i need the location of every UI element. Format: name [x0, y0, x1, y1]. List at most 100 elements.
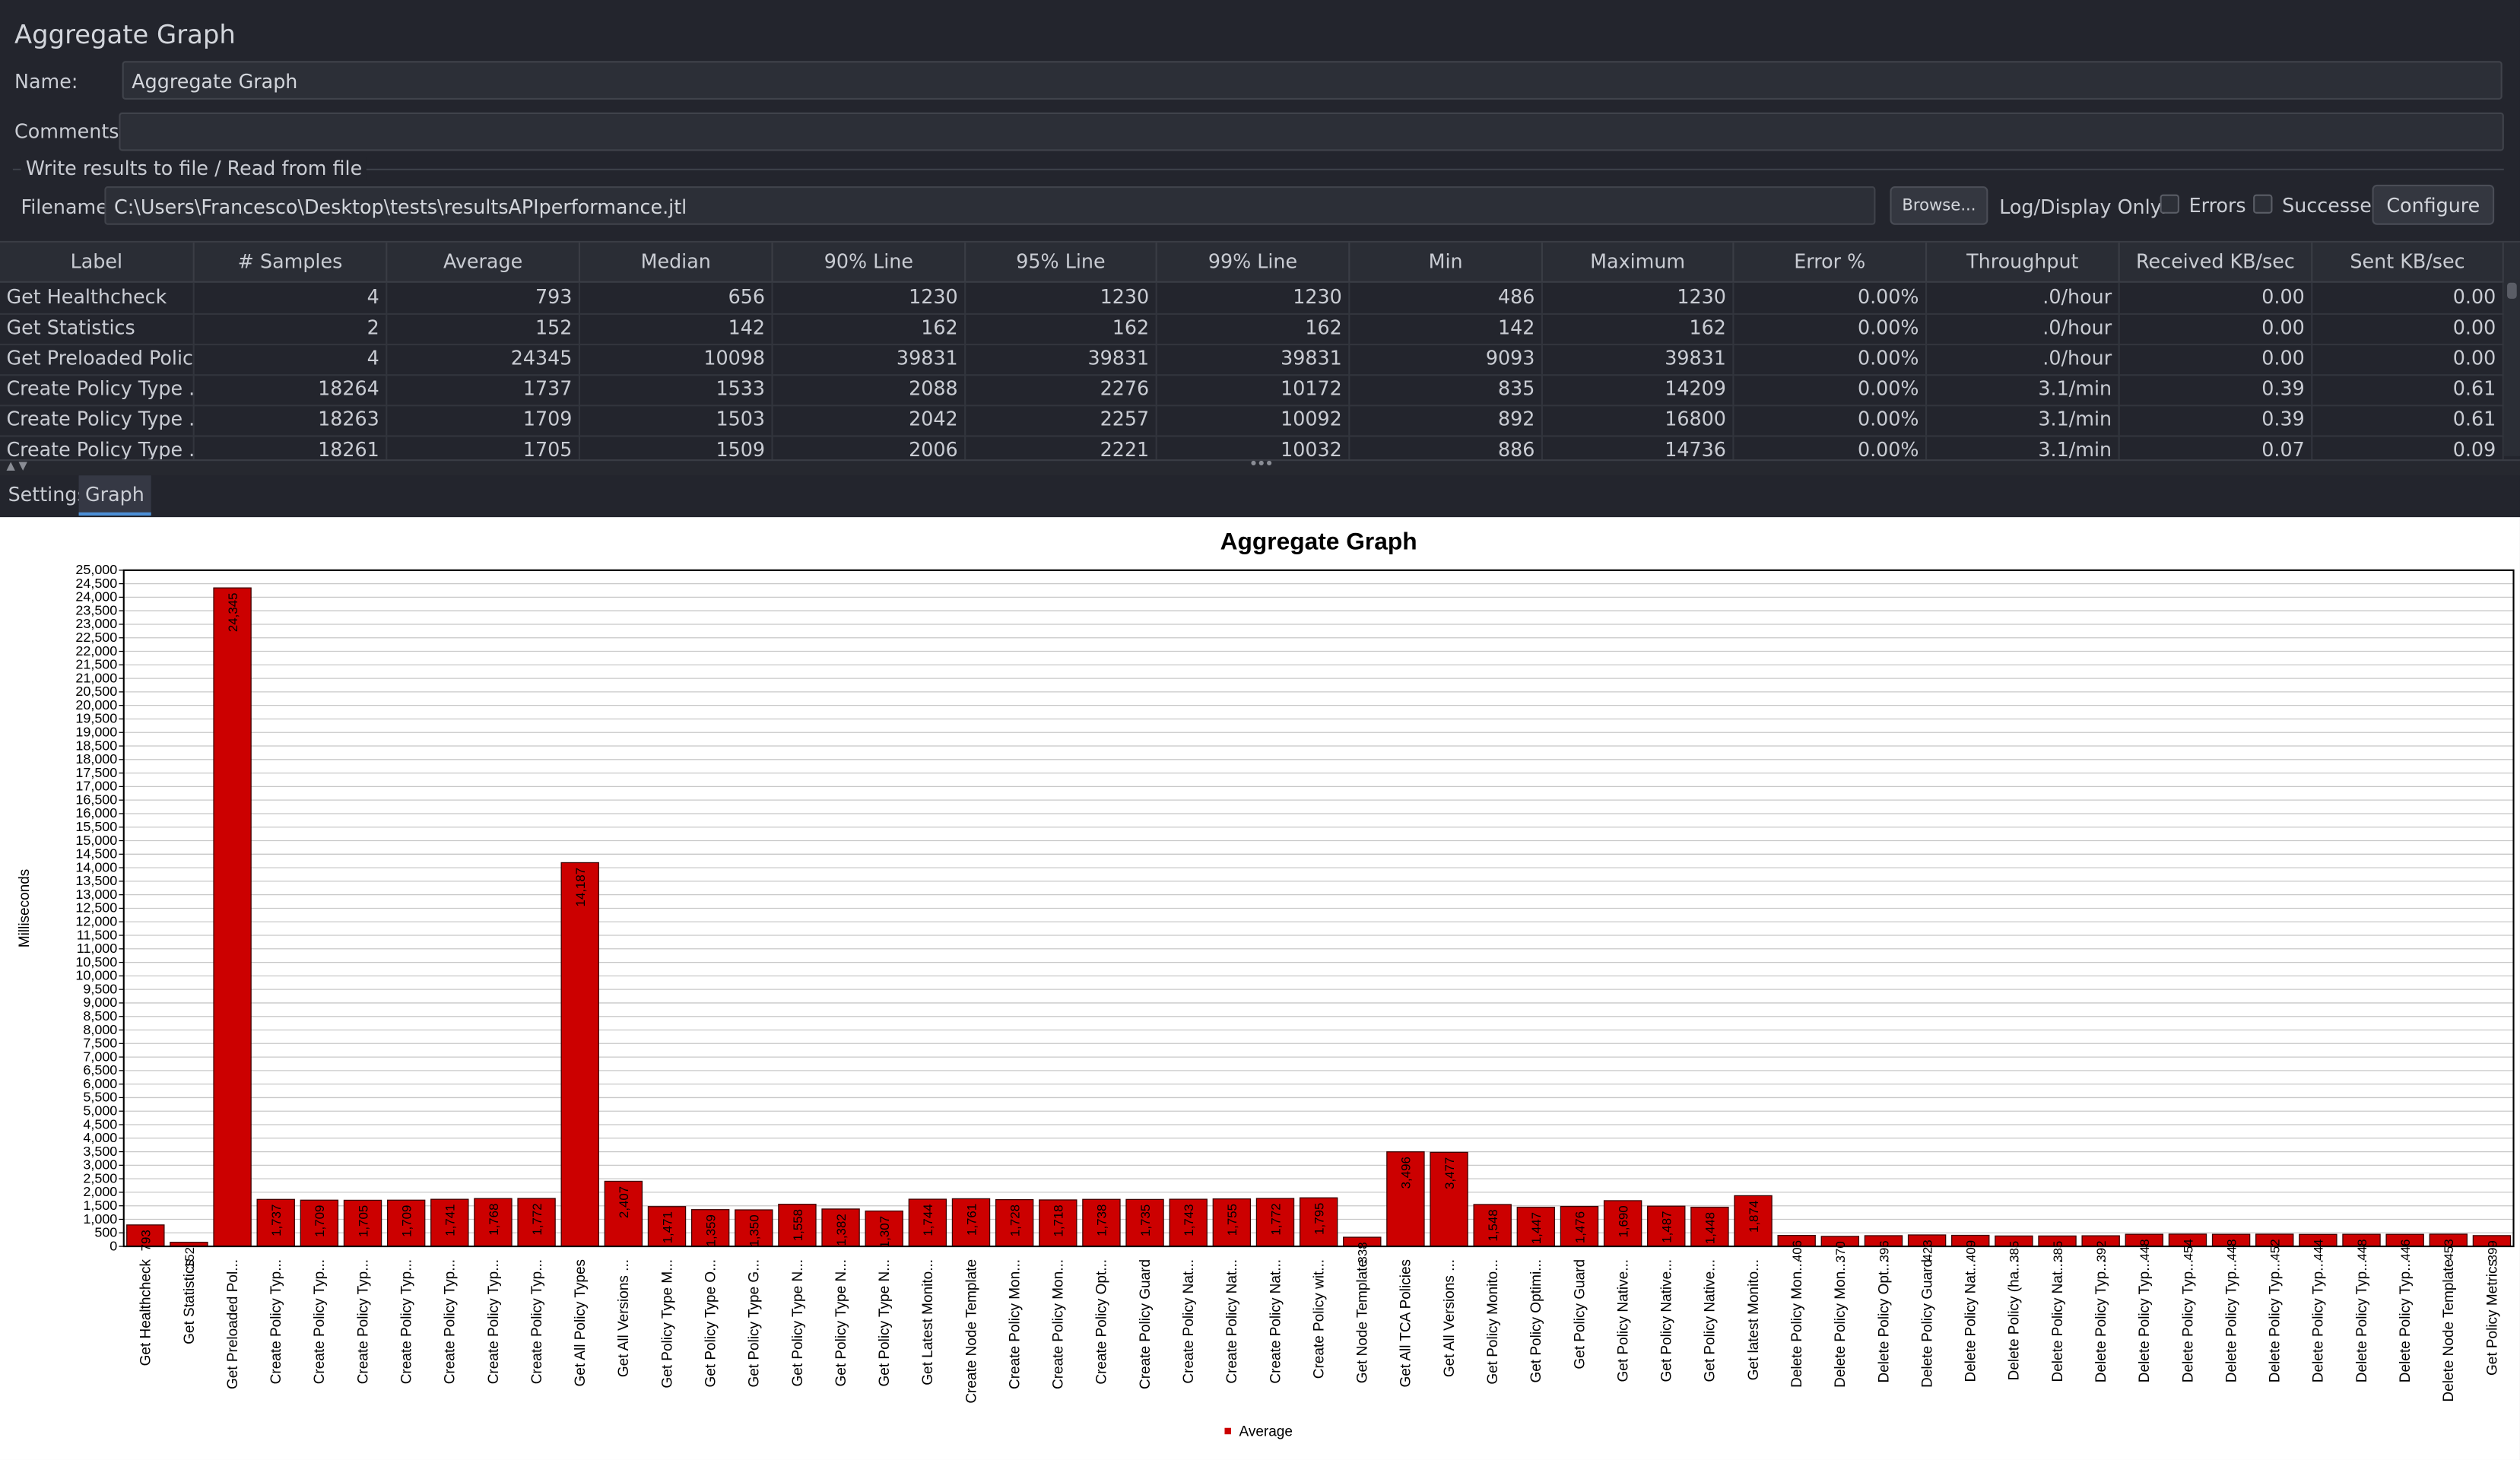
cell-95-line: 2257	[966, 405, 1157, 436]
x-tick-label: Get Policy Native...	[1659, 1259, 1675, 1382]
y-tick-label: 16,500	[75, 792, 117, 807]
cell-90-line: 2006	[773, 435, 966, 466]
bar	[430, 1198, 469, 1247]
x-tick-label: Get Policy Native...	[1703, 1259, 1719, 1382]
cell-90-line: 2088	[773, 374, 966, 405]
name-label: Name:	[14, 70, 78, 94]
filename-field[interactable]: C:\Users\Francesco\Desktop\tests\results…	[104, 186, 1876, 225]
bar-data-label: 2,407	[617, 1186, 631, 1218]
column-header-sent[interactable]: Sent KB/sec	[2312, 242, 2504, 281]
comments-field[interactable]	[119, 112, 2504, 151]
bar-data-label: 1,359	[703, 1214, 718, 1246]
x-tick-label: Delete Policy Typ...	[2311, 1259, 2327, 1382]
bar-data-label: 3,496	[1399, 1157, 1414, 1189]
bar-data-label: 1,705	[356, 1205, 370, 1237]
column-header-average[interactable]: Average	[387, 242, 580, 281]
y-tick-label: 21,500	[75, 657, 117, 672]
column-header-median[interactable]: Median	[580, 242, 773, 281]
tab-settings[interactable]: Settings	[8, 483, 87, 506]
table-header: Label # Samples Average Median 90% Line …	[0, 242, 2520, 283]
cell-average: 1709	[387, 405, 580, 436]
cell-received: 0.00	[2120, 282, 2313, 313]
column-header-samples[interactable]: # Samples	[195, 242, 388, 281]
cell-median: 142	[580, 313, 773, 344]
table-row[interactable]: Get Healthcheck 4 793 656 1230 1230 1230…	[0, 282, 2504, 315]
y-tick-label: 21,000	[75, 670, 117, 685]
y-tick-label: 12,000	[75, 914, 117, 929]
cell-average: 1705	[387, 435, 580, 466]
bar	[560, 862, 599, 1247]
browse-button[interactable]: Browse...	[1890, 186, 1988, 225]
x-tick-label: Delete Policy Typ...	[2180, 1259, 2196, 1382]
bar	[1386, 1151, 1425, 1247]
x-tick-label: Get All TCA Policies	[1398, 1259, 1414, 1388]
bar-data-label: 448	[2224, 1239, 2239, 1260]
y-tick-label: 500	[94, 1225, 117, 1240]
column-header-min[interactable]: Min	[1350, 242, 1543, 281]
cell-99-line: 1230	[1157, 282, 1350, 313]
cell-sent: 0.00	[2312, 313, 2504, 344]
table-row[interactable]: Create Policy Type ... 18264 1737 1533 2…	[0, 374, 2504, 407]
name-field[interactable]: Aggregate Graph	[122, 61, 2503, 100]
table-row[interactable]: Create Policy Type ... 18263 1709 1503 2…	[0, 405, 2504, 437]
cell-received: 0.39	[2120, 374, 2313, 405]
configure-button[interactable]: Configure	[2372, 184, 2495, 225]
split-divider[interactable]	[0, 459, 2520, 478]
column-header-throughput[interactable]: Throughput	[1927, 242, 2120, 281]
x-tick-label: Get Preloaded Pol...	[225, 1259, 241, 1389]
log-display-label: Log/Display Only:	[1999, 195, 2167, 219]
bar	[1169, 1198, 1208, 1247]
table-scrollbar[interactable]	[2503, 279, 2520, 456]
bar-data-label: 453	[2442, 1239, 2456, 1260]
split-grip-icon[interactable]: •••	[1249, 455, 1274, 474]
errors-checkbox[interactable]	[2160, 194, 2179, 214]
bar	[951, 1198, 991, 1247]
y-tick-label: 14,500	[75, 846, 117, 862]
column-header-90-line[interactable]: 90% Line	[773, 242, 966, 281]
column-header-error-pct[interactable]: Error %	[1734, 242, 1928, 281]
cell-error-pct: 0.00%	[1734, 313, 1928, 344]
x-tick-label: Get latest Monito...	[1746, 1259, 1762, 1380]
plot-frame	[122, 569, 2515, 1248]
cell-label: Create Policy Type ...	[0, 405, 195, 436]
cell-min: 9093	[1350, 344, 1543, 375]
cell-median: 1509	[580, 435, 773, 466]
y-tick-label: 14,000	[75, 859, 117, 874]
cell-95-line: 39831	[966, 344, 1157, 375]
cell-throughput: 3.1/min	[1927, 435, 2120, 466]
cell-90-line: 162	[773, 313, 966, 344]
column-header-received[interactable]: Received KB/sec	[2120, 242, 2313, 281]
bar-data-label: 1,690	[1616, 1205, 1630, 1237]
column-header-99-line[interactable]: 99% Line	[1157, 242, 1350, 281]
y-tick-label: 4,500	[83, 1116, 117, 1132]
y-tick-label: 23,000	[75, 616, 117, 631]
y-tick-label: 3,500	[83, 1144, 117, 1159]
column-header-label[interactable]: Label	[0, 242, 195, 281]
bar-data-label: 1,718	[1052, 1204, 1066, 1236]
x-tick-label: Create Policy Opt...	[1094, 1259, 1110, 1385]
bar-data-label: 1,471	[660, 1211, 674, 1243]
y-tick-label: 10,500	[75, 954, 117, 970]
table-row[interactable]: Get Preloaded Polic... 4 24345 10098 398…	[0, 344, 2504, 376]
successes-checkbox[interactable]	[2253, 194, 2273, 214]
column-header-maximum[interactable]: Maximum	[1543, 242, 1734, 281]
y-tick-label: 3,000	[83, 1157, 117, 1173]
table-scrollbar-thumb[interactable]	[2507, 282, 2517, 299]
column-header-95-line[interactable]: 95% Line	[966, 242, 1157, 281]
bar	[1082, 1198, 1121, 1247]
cell-90-line: 39831	[773, 344, 966, 375]
x-tick-label: Delete Policy Typ...	[2137, 1259, 2153, 1382]
y-tick-label: 5,000	[83, 1103, 117, 1119]
x-tick-label: Get All Policy Types	[573, 1259, 589, 1387]
split-collapse-arrows-icon[interactable]: ▲ ▼	[6, 459, 27, 472]
tab-graph[interactable]: Graph	[78, 475, 151, 516]
bar	[256, 1198, 295, 1247]
cell-throughput: .0/hour	[1927, 344, 2120, 375]
x-tick-label: Create Policy Nat...	[1181, 1259, 1197, 1384]
y-tick-label: 24,000	[75, 589, 117, 605]
cell-95-line: 162	[966, 313, 1157, 344]
cell-samples: 2	[195, 313, 388, 344]
y-tick-label: 4,000	[83, 1130, 117, 1145]
table-row[interactable]: Get Statistics 2 152 142 162 162 162 142…	[0, 313, 2504, 346]
x-tick-label: Get Healthcheck	[138, 1258, 154, 1366]
